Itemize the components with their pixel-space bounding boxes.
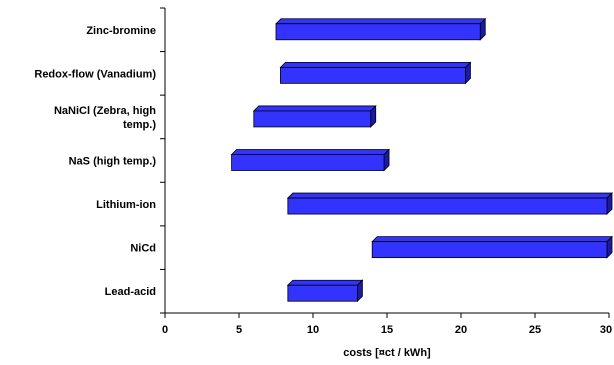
x-tick-label-10: 10 (307, 324, 319, 336)
x-tick-label-25: 25 (529, 324, 541, 336)
x-tick-label-5: 5 (236, 324, 242, 336)
category-label-nicd: NiCd (130, 243, 156, 255)
category-labels: Zinc-bromine Redox-flow (Vanadium) NaNiCl … (34, 25, 156, 298)
bar-front-face (280, 66, 466, 84)
bar-nas-high-temp (230, 148, 391, 172)
bar-top-face (286, 192, 613, 199)
x-tick-labels: 0 5 10 15 20 25 30 (162, 324, 612, 336)
x-axis-title: costs [¤ct / kWh] (343, 347, 431, 359)
category-label-nanicl-zebra-high-temp: NaNiCl (Zebra, high temp.) (54, 105, 156, 131)
bar-top-face (371, 236, 613, 243)
x-tick-label-30: 30 (600, 324, 612, 336)
bar-top-face (252, 105, 377, 112)
bar-redox-flow-vanadium (279, 61, 472, 85)
category-label-nas-high-temp: NaS (high temp.) (69, 156, 157, 168)
category-label-zinc-bromine: Zinc-bromine (86, 25, 156, 37)
bar-front-face (275, 23, 481, 41)
bar-front-face (231, 154, 385, 171)
bars-group (230, 17, 613, 303)
bar-front-face (371, 241, 608, 259)
bar-nicd (371, 235, 613, 259)
bar-top-face (279, 61, 472, 68)
bar-front-face (287, 197, 608, 215)
bar-top-face (286, 279, 364, 286)
bar-top-face (230, 149, 391, 155)
bar-zinc-bromine (275, 17, 487, 41)
bar-front-face (287, 284, 358, 302)
bar-nanicl-zebra-high-temp (252, 104, 377, 128)
bar-top-face (275, 18, 487, 25)
bar-lead-acid (286, 279, 364, 303)
category-label-redox-flow-vanadium: Redox-flow (Vanadium) (34, 68, 156, 80)
x-tick-label-0: 0 (162, 324, 168, 336)
category-label-lithium-ion: Lithium-ion (96, 199, 156, 211)
bar-front-face (253, 110, 372, 128)
bar-lithium-ion (286, 192, 613, 216)
x-tick-label-20: 20 (455, 324, 467, 336)
category-label-lead-acid: Lead-acid (105, 286, 156, 298)
axes-group (160, 7, 610, 318)
x-tick-label-15: 15 (381, 324, 393, 336)
